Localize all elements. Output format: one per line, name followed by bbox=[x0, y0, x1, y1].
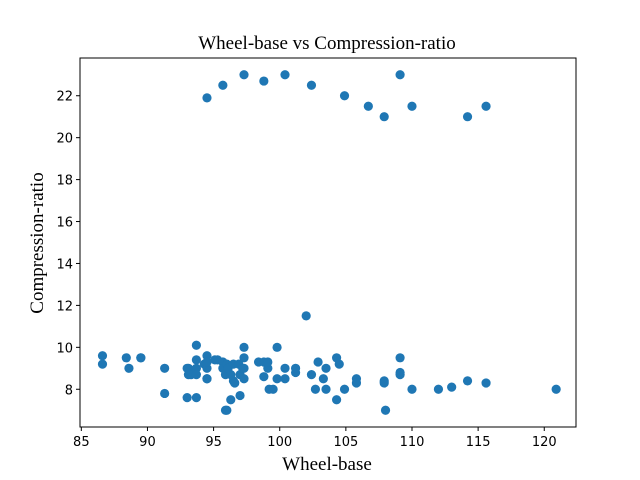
data-point bbox=[306, 369, 317, 380]
x-tick-label: 90 bbox=[139, 435, 156, 450]
data-point bbox=[334, 359, 344, 369]
data-point bbox=[191, 355, 201, 365]
x-tick-label: 100 bbox=[267, 435, 292, 450]
data-point bbox=[191, 369, 201, 380]
y-tick-label: 12 bbox=[56, 299, 73, 314]
data-point bbox=[268, 384, 278, 394]
data-point bbox=[218, 80, 228, 90]
data-point bbox=[239, 70, 249, 80]
y-tick-label: 10 bbox=[56, 341, 73, 356]
data-point bbox=[124, 363, 134, 373]
data-point bbox=[481, 101, 491, 111]
x-tick-label: 95 bbox=[205, 435, 222, 450]
data-point bbox=[280, 374, 290, 384]
data-point bbox=[339, 384, 350, 394]
data-point bbox=[290, 363, 301, 373]
y-tick-label: 22 bbox=[56, 90, 73, 105]
data-point bbox=[310, 384, 321, 394]
y-tick-label: 20 bbox=[56, 132, 73, 147]
data-point bbox=[339, 91, 350, 101]
data-point bbox=[263, 363, 273, 373]
x-tick-label: 105 bbox=[333, 435, 358, 450]
data-point bbox=[313, 357, 323, 367]
data-point bbox=[226, 395, 236, 405]
y-tick-label: 16 bbox=[56, 216, 73, 231]
data-point bbox=[481, 378, 491, 388]
data-point bbox=[136, 353, 146, 363]
data-point bbox=[363, 101, 373, 111]
data-point bbox=[462, 376, 473, 386]
data-point bbox=[407, 101, 417, 111]
y-tick-label: 8 bbox=[65, 383, 73, 398]
data-point bbox=[301, 311, 311, 321]
y-axis-label: Compression-ratio bbox=[27, 172, 48, 313]
data-point bbox=[121, 353, 131, 363]
data-point bbox=[395, 353, 405, 363]
data-point bbox=[191, 393, 201, 403]
data-point bbox=[379, 378, 389, 388]
chart-title: Wheel-base vs Compression-ratio bbox=[198, 33, 455, 54]
data-point bbox=[272, 342, 282, 352]
data-point bbox=[202, 374, 212, 384]
data-point bbox=[202, 363, 212, 373]
data-point bbox=[182, 393, 192, 403]
data-point bbox=[318, 374, 328, 384]
data-point bbox=[239, 353, 249, 363]
x-tick-label: 120 bbox=[532, 435, 557, 450]
data-point bbox=[433, 384, 444, 394]
data-point bbox=[97, 359, 108, 369]
data-point bbox=[462, 112, 473, 122]
data-point bbox=[259, 372, 269, 382]
data-point bbox=[395, 369, 405, 380]
data-point bbox=[379, 112, 389, 122]
x-tick-label: 115 bbox=[466, 435, 491, 450]
y-tick-label: 18 bbox=[56, 174, 73, 189]
plot-area bbox=[97, 70, 561, 415]
data-point bbox=[280, 363, 290, 373]
data-point bbox=[272, 374, 282, 384]
y-axis: 8 10 12 14 16 18 20 22 bbox=[56, 90, 80, 398]
data-point bbox=[191, 340, 201, 350]
data-point bbox=[395, 70, 405, 80]
data-point bbox=[230, 378, 240, 388]
data-point bbox=[447, 382, 457, 392]
data-point bbox=[259, 76, 269, 86]
x-tick-label: 110 bbox=[400, 435, 425, 450]
data-point bbox=[222, 405, 232, 415]
data-point bbox=[202, 357, 212, 367]
data-point bbox=[202, 351, 212, 361]
data-point bbox=[239, 342, 249, 352]
x-axis-label: Wheel-base bbox=[282, 454, 372, 475]
x-axis: 85 90 95 100 105 110 115 120 bbox=[73, 427, 557, 450]
data-point bbox=[160, 388, 170, 399]
data-point bbox=[380, 405, 391, 415]
x-tick-label: 85 bbox=[73, 435, 90, 450]
data-point bbox=[321, 363, 331, 373]
y-tick-label: 14 bbox=[56, 257, 73, 272]
data-point bbox=[239, 363, 249, 373]
data-point bbox=[97, 351, 108, 361]
data-point bbox=[306, 80, 317, 90]
data-point bbox=[191, 363, 201, 373]
data-point bbox=[280, 70, 290, 80]
data-point bbox=[239, 374, 249, 384]
data-point bbox=[202, 93, 212, 103]
data-point bbox=[263, 357, 273, 367]
data-point bbox=[351, 378, 362, 388]
data-point bbox=[321, 384, 331, 394]
data-point bbox=[407, 384, 417, 394]
data-point bbox=[551, 384, 561, 394]
axes-frame bbox=[79, 57, 577, 428]
data-point bbox=[332, 395, 342, 405]
data-point bbox=[160, 363, 170, 373]
data-point bbox=[235, 390, 245, 401]
